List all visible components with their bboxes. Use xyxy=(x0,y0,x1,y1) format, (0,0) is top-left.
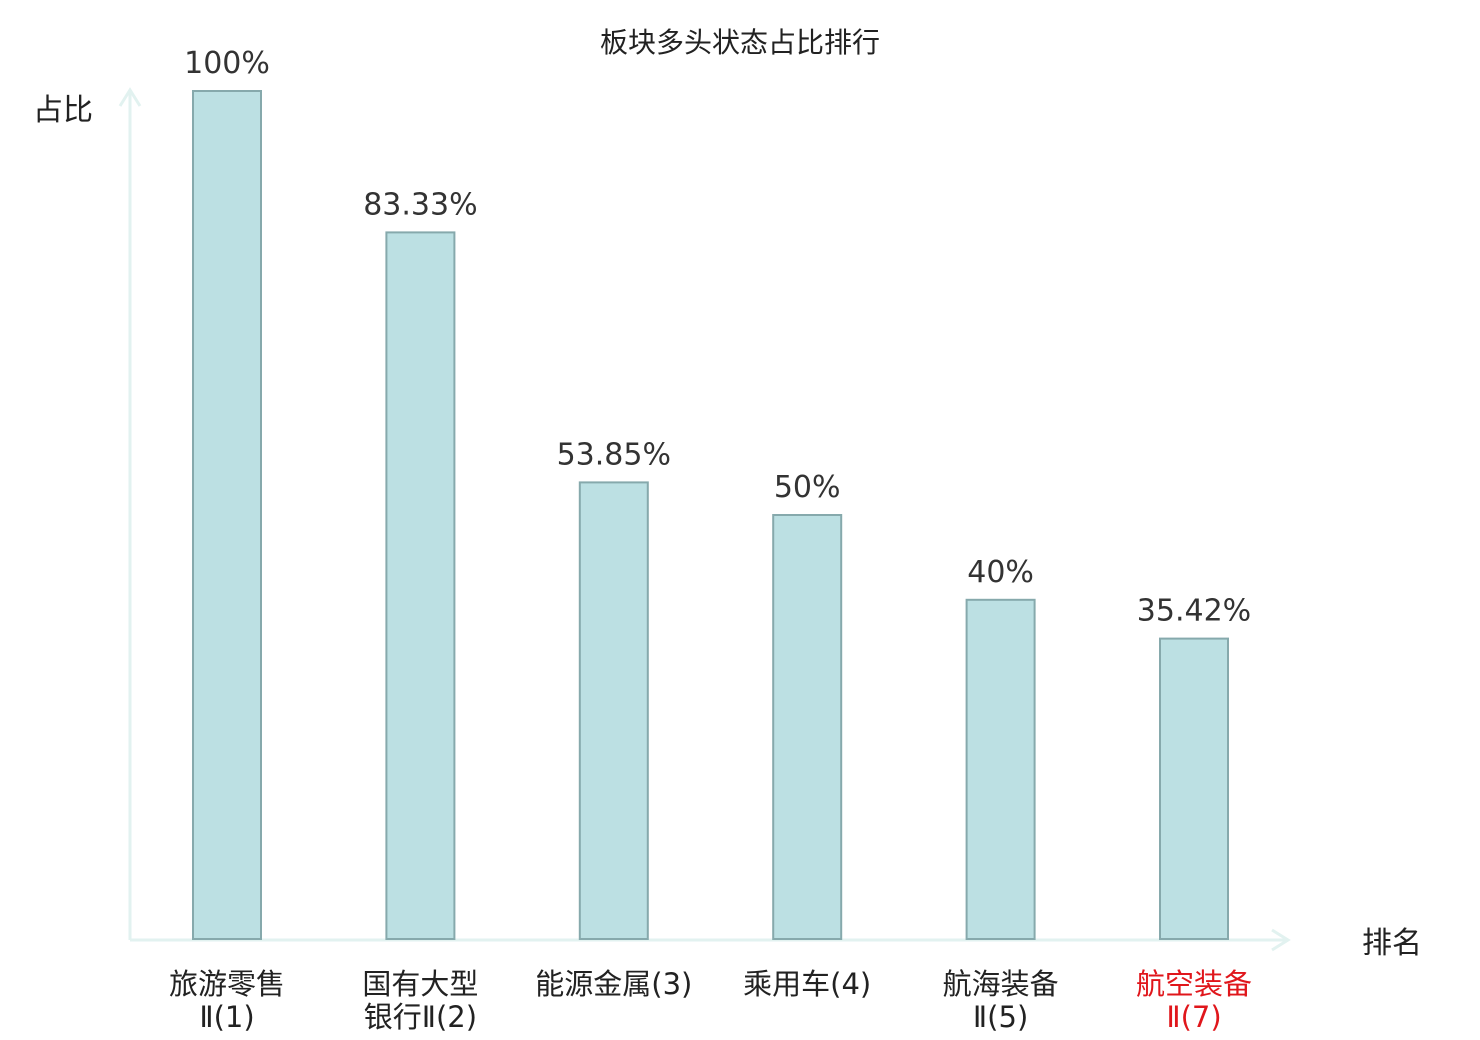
category-label-line: Ⅱ(5) xyxy=(973,1000,1028,1034)
category-label-line: 航空装备 xyxy=(1136,967,1252,1001)
chart-title: 板块多头状态占比排行 xyxy=(600,26,880,59)
category-label-5: 航海装备 Ⅱ(5) xyxy=(943,967,1059,1034)
bar-2 xyxy=(385,231,456,940)
category-label-line: 银行Ⅱ(2) xyxy=(364,1000,477,1034)
bars xyxy=(192,90,1229,940)
y-axis xyxy=(118,87,142,940)
category-label-line: 乘用车(4) xyxy=(743,967,871,1001)
category-label-2: 国有大型银行Ⅱ(2) xyxy=(362,967,478,1034)
category-label-1: 旅游零售 Ⅱ(1) xyxy=(169,967,285,1034)
bar-5 xyxy=(965,598,1036,940)
y-axis-arrow xyxy=(118,87,142,107)
category-label-line: 旅游零售 xyxy=(169,967,285,1001)
category-label-4: 乘用车(4) xyxy=(743,967,871,1001)
y-axis-label: 占比 xyxy=(33,93,93,128)
value-labels: 100% 83.33% 53.85% 50% 40% 35.42% xyxy=(184,46,1251,629)
value-label-6: 35.42% xyxy=(1137,594,1251,629)
category-label-line: Ⅱ(1) xyxy=(199,1000,254,1034)
bar-3 xyxy=(578,481,649,940)
bar-6 xyxy=(1159,637,1229,940)
x-axis-arrow xyxy=(1271,928,1291,952)
bar-1 xyxy=(192,90,262,940)
category-label-line: 国有大型 xyxy=(362,967,478,1001)
value-label-5: 40% xyxy=(967,555,1034,590)
x-axis xyxy=(130,928,1291,952)
category-label-line: Ⅱ(7) xyxy=(1166,1000,1221,1034)
value-label-2: 83.33% xyxy=(363,187,477,222)
x-axis-label: 排名 xyxy=(1362,926,1422,961)
value-label-4: 50% xyxy=(774,470,841,505)
category-label-3: 能源金属(3) xyxy=(535,967,692,1001)
category-label-line: 能源金属(3) xyxy=(535,967,692,1001)
category-label-line: 航海装备 xyxy=(943,967,1059,1001)
category-labels: 旅游零售 Ⅱ(1)国有大型银行Ⅱ(2)能源金属(3) 乘用车(4) 航海装备 Ⅱ(5)航… xyxy=(169,967,1252,1034)
category-label-6: 航空装备 Ⅱ(7) xyxy=(1136,967,1252,1034)
bar-4 xyxy=(772,514,843,940)
value-label-1: 100% xyxy=(184,46,270,81)
value-label-3: 53.85% xyxy=(557,437,671,472)
